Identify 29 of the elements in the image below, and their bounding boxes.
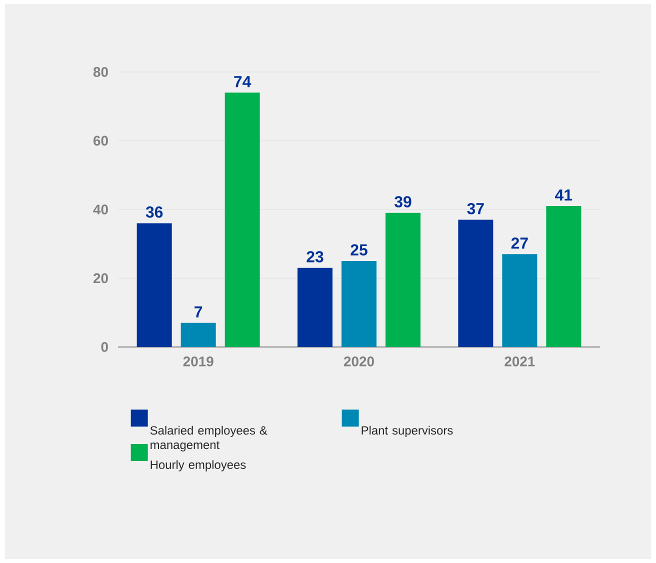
bar	[298, 268, 333, 347]
y-tick-label: 0	[101, 342, 108, 352]
x-tick-label: 2020	[344, 356, 374, 366]
data-label: 36	[146, 206, 163, 218]
data-label: 27	[511, 238, 528, 249]
y-tick-label: 40	[93, 204, 108, 214]
x-tick-label: 2019	[183, 356, 214, 366]
bar	[502, 254, 538, 347]
legend-label: Salaried employees & management	[150, 426, 268, 452]
data-label: 23	[306, 251, 324, 262]
data-label: 39	[394, 196, 412, 208]
bar	[342, 261, 377, 347]
data-label: 25	[350, 244, 368, 256]
y-tick-label: 60	[93, 136, 108, 146]
bar	[180, 322, 216, 347]
bar	[386, 212, 421, 347]
bar	[136, 223, 172, 347]
legend-label: Hourly employees	[150, 460, 246, 472]
data-label: 41	[555, 190, 572, 201]
data-label: 37	[467, 202, 484, 214]
legend-label: Plant supervisors	[362, 426, 453, 438]
data-label: 7	[194, 306, 202, 318]
x-tick-label: 2021	[504, 356, 535, 366]
y-tick-label: 80	[93, 67, 108, 77]
bar	[458, 220, 494, 347]
bar	[224, 92, 260, 347]
data-label: 74	[234, 76, 252, 88]
bar	[546, 206, 582, 347]
y-tick-label: 20	[93, 273, 108, 284]
